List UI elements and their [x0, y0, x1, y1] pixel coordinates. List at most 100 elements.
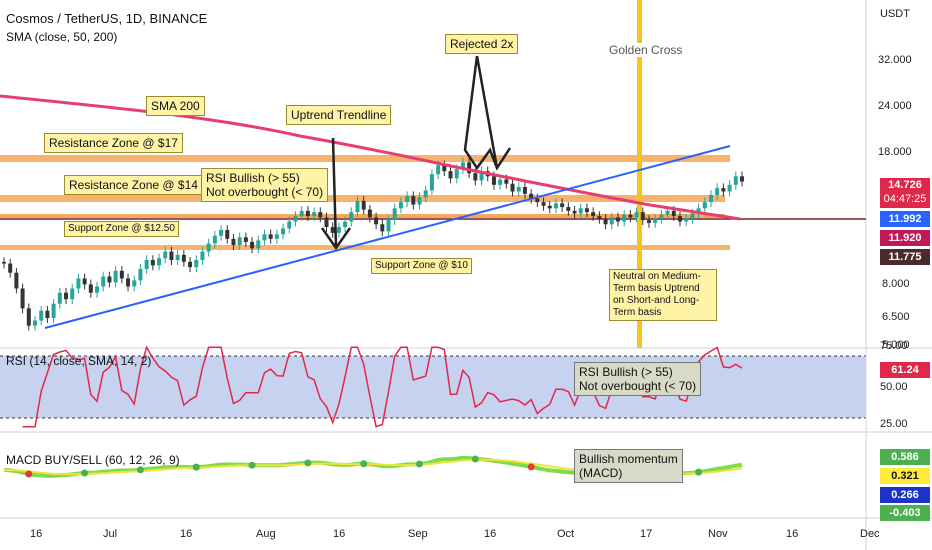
candle-body	[553, 203, 558, 209]
candle-body	[231, 238, 236, 246]
candle-body	[343, 221, 348, 228]
rsi-bullish-note-2-l1: RSI Bullish (> 55)	[579, 365, 673, 379]
rsi-bullish-note-2[interactable]: RSI Bullish (> 55) Not overbought (< 70)	[574, 362, 702, 396]
candle-body	[113, 270, 118, 283]
candle-body	[157, 258, 162, 266]
zone-17	[0, 155, 730, 162]
macd-cross-dot	[695, 468, 703, 476]
candle-body	[250, 241, 255, 249]
res17-note[interactable]: Resistance Zone @ $17	[44, 133, 183, 153]
candles	[2, 157, 744, 331]
bullish-momentum-note-l1: Bullish momentum	[579, 452, 678, 466]
candle-body	[355, 200, 360, 213]
neutral-note[interactable]: Neutral on Medium-Term basis Uptrend on …	[609, 269, 717, 321]
candle-body	[417, 197, 422, 205]
candle-body	[733, 176, 738, 185]
time-tick-0: 16	[30, 528, 43, 540]
zone-10	[0, 245, 730, 250]
time-tick-8: 17	[640, 528, 653, 540]
candle-body	[64, 292, 69, 300]
candle-body	[591, 212, 596, 217]
candle-body	[243, 237, 248, 242]
candle-body	[522, 187, 527, 194]
candle-body	[634, 212, 639, 218]
sup10-note[interactable]: Support Zone @ $10	[371, 258, 472, 274]
candle-body	[225, 229, 230, 239]
candle-body	[696, 208, 701, 214]
candle-body	[560, 203, 565, 208]
candle-body	[51, 303, 56, 318]
rsi-bullish-note-l2: Not overbought (< 70)	[206, 185, 324, 199]
candle-body	[318, 212, 323, 218]
candle-body	[132, 280, 137, 287]
candle-body	[163, 251, 168, 259]
candle-body	[460, 162, 465, 170]
golden-cross-line	[637, 0, 642, 348]
candle-body	[39, 310, 44, 321]
candle-body	[671, 210, 676, 217]
golden-cross-label: Golden Cross	[609, 43, 683, 57]
candle-body	[442, 165, 447, 172]
price-tick-24: 24.000	[878, 100, 912, 112]
uptrend-note[interactable]: Uptrend Trendline	[286, 105, 392, 125]
time-tick-6: 16	[484, 528, 497, 540]
candle-body	[603, 218, 608, 225]
candle-body	[262, 234, 267, 241]
candle-body	[392, 208, 397, 221]
time-tick-5: Sep	[408, 528, 428, 540]
currency-label: USDT	[880, 8, 910, 20]
candle-body	[212, 235, 217, 244]
macd-cross-dot	[527, 463, 535, 471]
time-tick-3: Aug	[256, 528, 276, 540]
candle-body	[312, 212, 317, 217]
sma200-note[interactable]: SMA 200	[146, 96, 205, 116]
candle-body	[101, 276, 106, 287]
candle-body	[349, 212, 354, 222]
rsi-tick-50: 50.00	[880, 381, 908, 393]
rsi-value-badge: 61.24	[880, 362, 930, 378]
candle-body	[411, 196, 416, 205]
candle-body	[467, 162, 472, 174]
macd-cross-dot	[304, 459, 312, 467]
zone-12-5	[0, 214, 725, 218]
price-tick-32: 32.000	[878, 54, 912, 66]
macd-cross-dot	[248, 461, 256, 469]
candle-body	[281, 228, 286, 235]
candle-body	[708, 194, 713, 203]
macd-cross-dot	[81, 469, 89, 477]
candle-body	[615, 217, 620, 222]
macd-cross-dot	[416, 460, 424, 468]
candle-body	[510, 183, 515, 192]
candle-body	[498, 179, 503, 185]
rejected-note[interactable]: Rejected 2x	[445, 34, 519, 54]
sma-indicator-label: SMA (close, 50, 200)	[6, 30, 118, 44]
candle-body	[336, 227, 341, 233]
rejected-arrow	[463, 55, 512, 171]
candle-body	[76, 278, 81, 289]
macd-value-0: 0.586	[880, 449, 930, 465]
rsi-bullish-note[interactable]: RSI Bullish (> 55) Not overbought (< 70)	[201, 168, 329, 202]
uptrend-arrow	[320, 137, 352, 251]
macd-cross-dot	[192, 463, 200, 471]
macd-cross-dot	[25, 470, 33, 478]
bullish-momentum-note[interactable]: Bullish momentum (MACD)	[574, 449, 683, 483]
candle-body	[386, 220, 391, 232]
rsi-label: RSI (14, close, SMA, 14, 2)	[6, 354, 152, 368]
candle-body	[287, 221, 292, 229]
sup125-note[interactable]: Support Zone @ $12.50	[64, 221, 179, 237]
candle-body	[14, 272, 19, 289]
candle-body	[324, 217, 329, 228]
candle-body	[206, 243, 211, 252]
bullish-momentum-note-l2: (MACD)	[579, 466, 623, 480]
rsi-tick-25: 25.00	[880, 418, 908, 430]
candle-body	[82, 278, 87, 285]
candle-body	[715, 188, 720, 195]
res14-note[interactable]: Resistance Zone @ $14	[64, 175, 203, 195]
candle-body	[740, 176, 744, 182]
macd-value-3: -0.403	[880, 505, 930, 521]
candle-body	[479, 171, 484, 181]
candle-body	[423, 190, 428, 198]
macd-value-2: 0.266	[880, 487, 930, 503]
